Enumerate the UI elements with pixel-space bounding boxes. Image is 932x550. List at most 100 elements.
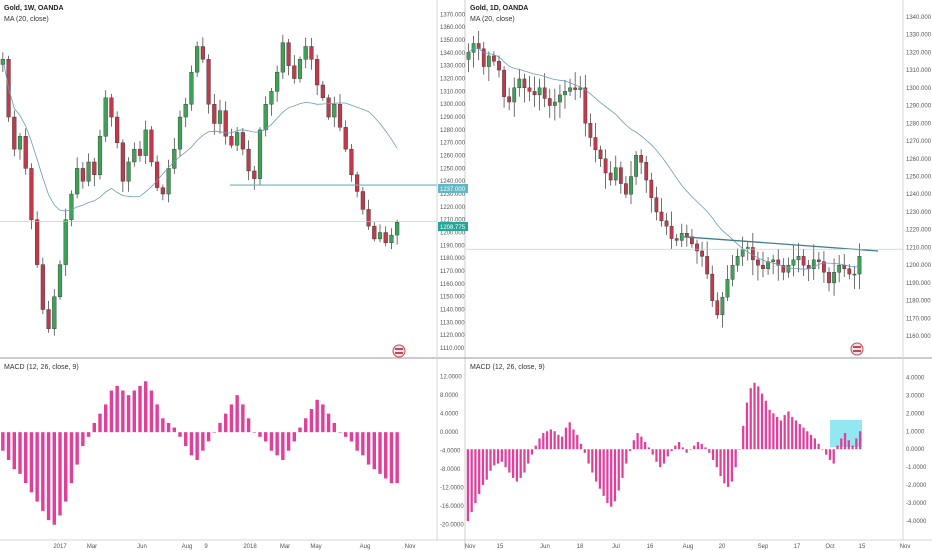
macd-tick-label: -2.0000	[906, 483, 927, 489]
last-price-tag-label: 1208.775	[440, 225, 466, 231]
candle-body	[735, 256, 740, 266]
price-tick-label: 1370.000	[440, 12, 466, 18]
price-tick-label: 1270.000	[440, 141, 466, 147]
macd-bar	[828, 449, 832, 460]
time-tick-label: Aug	[683, 544, 694, 550]
candle-body	[700, 250, 704, 257]
macd-bar	[677, 442, 681, 450]
candle-body	[17, 136, 23, 150]
macd-bar	[269, 432, 274, 451]
macd-tick-label: 3.0000	[906, 393, 925, 399]
macd-bar	[512, 449, 515, 478]
candle-body	[149, 129, 154, 163]
candle-body	[725, 279, 730, 298]
macd-bar	[24, 432, 28, 484]
price-tick-label: 1300.000	[906, 86, 932, 92]
time-tick-label: Nov	[900, 544, 911, 550]
candle-body	[486, 55, 491, 67]
macd-bar	[553, 431, 556, 450]
macd-bar	[523, 449, 526, 473]
candle-body	[547, 98, 552, 106]
macd-bar	[711, 449, 715, 460]
candle-body	[332, 104, 337, 118]
macd-bar	[610, 449, 613, 507]
macd-tick-label: -20.0000	[440, 523, 464, 529]
macd-bar	[508, 449, 511, 473]
candle-body	[537, 87, 542, 96]
macd-bar	[470, 449, 473, 513]
macd-bar	[126, 395, 131, 433]
macd-bar	[794, 420, 798, 450]
candle-body	[69, 193, 74, 220]
macd-bar	[776, 416, 779, 450]
candle-body	[618, 167, 623, 184]
macd-bar	[298, 427, 302, 433]
candle-body	[120, 142, 125, 182]
macd-bar	[749, 388, 752, 450]
time-tick-label: Jun	[137, 544, 147, 550]
candle-body	[269, 91, 274, 105]
price-tick-label: 1140.000	[440, 308, 465, 314]
price-tick-label: 1170.000	[440, 269, 465, 275]
macd-bar	[549, 429, 552, 450]
time-tick-label: 18	[577, 544, 584, 550]
macd-tick-label: -8.0000	[440, 467, 461, 473]
macd-bar	[674, 445, 677, 450]
price-tick-label: 1190.000	[906, 281, 931, 287]
macd-bar	[212, 432, 216, 433]
price-tick-label: 1250.000	[906, 175, 932, 181]
macd-tick-label: -3.0000	[906, 501, 927, 507]
macd-bar	[734, 449, 737, 468]
macd-bar	[109, 390, 114, 433]
weekly-ma-label: MA (20, close)	[4, 16, 49, 23]
candle-body	[527, 87, 532, 92]
macd-bar	[745, 402, 749, 450]
candle-body	[143, 129, 148, 156]
candle-body	[326, 97, 331, 118]
price-tick-label: 1310.000	[440, 89, 466, 95]
macd-bar	[246, 418, 251, 433]
macd-bar	[625, 449, 628, 464]
candle-body	[200, 46, 205, 60]
candle-body	[629, 176, 633, 195]
macd-bar	[235, 395, 239, 433]
candle-body	[389, 234, 394, 243]
price-tick-label: 1220.000	[440, 205, 466, 211]
candle-body	[679, 233, 684, 241]
macd-bar	[791, 416, 794, 450]
candle-body	[730, 264, 735, 280]
candle-body	[35, 219, 40, 265]
candle-body	[674, 238, 679, 241]
macd-bar	[764, 400, 767, 450]
candle-body	[183, 104, 188, 118]
macd-bar	[768, 409, 771, 450]
macd-bar	[651, 449, 654, 455]
candle-body	[502, 69, 506, 97]
candle-body	[842, 264, 847, 269]
candle-body	[852, 273, 857, 276]
macd-bar	[493, 449, 496, 466]
macd-bar	[258, 432, 262, 437]
macd-bar	[583, 449, 586, 453]
macd-bar	[81, 432, 85, 447]
macd-tick-label: 12.0000	[440, 375, 462, 381]
candle-body	[40, 264, 45, 310]
macd-bar	[689, 449, 692, 450]
macd-bar	[64, 432, 68, 502]
candle-body	[512, 87, 517, 103]
candle-body	[320, 84, 325, 99]
moving-average-line	[468, 47, 860, 270]
macd-bar	[847, 440, 850, 450]
candle-body	[613, 167, 618, 181]
macd-bar	[309, 409, 314, 433]
candle-body	[684, 233, 689, 238]
candle-body	[822, 261, 826, 273]
price-tick-label: 1160.000	[906, 334, 931, 340]
price-tick-label: 1300.000	[440, 102, 466, 108]
candle-body	[46, 309, 51, 329]
weekly-macd-title: MACD (12, 26, close, 9)	[4, 364, 79, 371]
candle-body	[115, 116, 120, 143]
candle-body	[315, 59, 320, 86]
candle-body	[206, 59, 211, 105]
